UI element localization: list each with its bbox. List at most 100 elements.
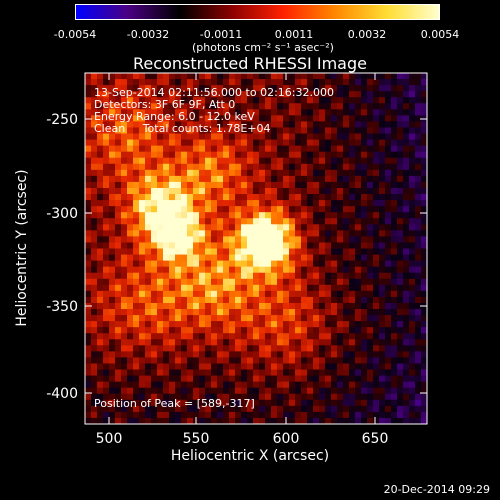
heatmap-cell — [289, 290, 296, 298]
heatmap-cell — [349, 169, 356, 177]
heatmap-cell — [139, 315, 146, 322]
heatmap-cell — [325, 127, 332, 135]
heatmap-cell — [115, 411, 122, 419]
heatmap-cell — [229, 175, 236, 183]
heatmap-cell — [379, 151, 386, 159]
heatmap-cell — [325, 218, 332, 225]
heatmap-cell — [283, 369, 290, 377]
heatmap-cell — [355, 91, 362, 98]
heatmap-cell — [151, 339, 158, 346]
heatmap-cell — [175, 200, 182, 207]
heatmap-cell — [103, 411, 110, 419]
heatmap-cell — [415, 194, 422, 201]
heatmap-cell — [403, 399, 410, 407]
heatmap-cell — [223, 351, 230, 359]
heatmap-cell — [379, 411, 386, 419]
heatmap-cell — [103, 266, 110, 274]
heatmap-cell — [313, 351, 320, 359]
heatmap-cell — [343, 139, 350, 147]
heatmap-cell — [367, 218, 374, 225]
heatmap-cell — [265, 248, 272, 256]
heatmap-cell — [415, 290, 422, 298]
heatmap-cell — [343, 91, 350, 98]
heatmap-cell — [91, 163, 98, 171]
heatmap-cell — [307, 218, 314, 225]
heatmap-cell — [139, 85, 146, 92]
heatmap-cell — [379, 175, 386, 183]
heatmap-cell — [241, 103, 248, 110]
heatmap-cell — [229, 163, 236, 171]
heatmap-cell — [97, 339, 104, 346]
heatmap-cell — [97, 393, 104, 401]
heatmap-cell — [421, 393, 427, 401]
heatmap-cell — [355, 302, 362, 310]
heatmap-cell — [367, 109, 374, 116]
heatmap-cell — [355, 242, 362, 250]
heatmap-cell — [91, 212, 98, 219]
heatmap-cell — [397, 145, 404, 153]
heatmap-cell — [217, 109, 224, 116]
heatmap-cell — [127, 194, 134, 201]
heatmap-cell — [115, 309, 122, 316]
heatmap-cell — [151, 357, 158, 365]
heatmap-cell — [421, 103, 427, 110]
heatmap-cell — [319, 236, 326, 244]
heatmap-cell — [283, 345, 290, 352]
heatmap-cell — [193, 327, 200, 334]
heatmap-cell — [373, 387, 380, 395]
heatmap-cell — [349, 405, 356, 413]
heatmap-cell — [265, 375, 272, 383]
heatmap-cell — [367, 212, 374, 219]
heatmap-cell — [301, 121, 308, 129]
heatmap-cell — [367, 375, 374, 383]
heatmap-cell — [319, 145, 326, 153]
heatmap-cell — [139, 399, 146, 407]
heatmap-cell — [121, 315, 128, 322]
heatmap-cell — [217, 157, 224, 165]
heatmap-cell — [145, 290, 152, 298]
heatmap-cell — [169, 121, 176, 129]
heatmap-cell — [265, 169, 272, 177]
heatmap-cell — [151, 405, 158, 413]
heatmap-cell — [421, 157, 427, 165]
heatmap-cell — [283, 339, 290, 346]
heatmap-cell — [373, 266, 380, 274]
heatmap-cell — [241, 206, 248, 213]
heatmap-cell — [91, 73, 98, 80]
heatmap-cell — [103, 321, 110, 328]
heatmap-cell — [187, 272, 194, 280]
heatmap-cell — [187, 212, 194, 219]
heatmap-cell — [187, 309, 194, 316]
heatmap-cell — [367, 97, 374, 104]
heatmap-cell — [337, 175, 344, 183]
heatmap-cell — [403, 121, 410, 129]
heatmap-cell — [181, 405, 188, 413]
heatmap-cell — [241, 79, 248, 86]
heatmap-cell — [421, 242, 427, 250]
heatmap-cell — [115, 254, 122, 262]
heatmap-cell — [217, 381, 224, 389]
heatmap-cell — [301, 302, 308, 310]
heatmap-cell — [265, 302, 272, 310]
heatmap-cell — [169, 212, 176, 219]
heatmap-cell — [307, 91, 314, 98]
heatmap-cell — [199, 103, 206, 110]
heatmap-cell — [241, 405, 248, 413]
heatmap-cell — [385, 357, 392, 365]
heatmap-cell — [127, 309, 134, 316]
heatmap-cell — [127, 236, 134, 244]
heatmap-cell — [385, 369, 392, 377]
heatmap-cell — [259, 175, 266, 183]
heatmap-cell — [379, 115, 386, 123]
heatmap-cell — [157, 405, 164, 413]
heatmap-cell — [97, 381, 104, 389]
heatmap-cell — [241, 115, 248, 123]
heatmap-cell — [295, 224, 302, 231]
heatmap-cell — [325, 321, 332, 328]
heatmap-cell — [325, 254, 332, 262]
heatmap-cell — [109, 242, 116, 250]
heatmap-cell — [247, 399, 254, 407]
heatmap-cell — [385, 224, 392, 231]
heatmap-cell — [163, 91, 170, 98]
heatmap-cell — [181, 315, 188, 322]
